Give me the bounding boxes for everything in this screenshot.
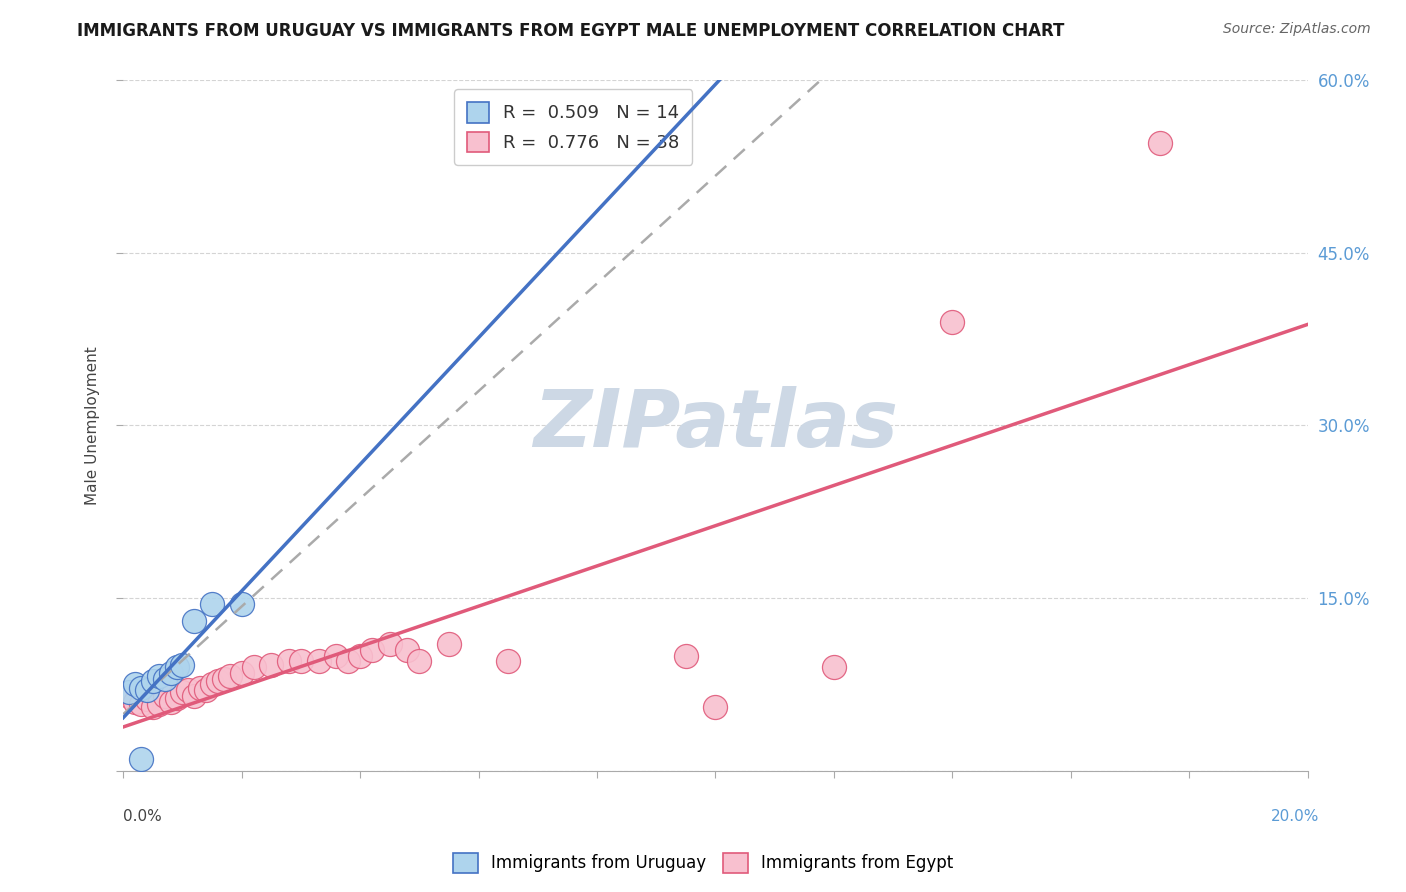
Point <box>349 648 371 663</box>
Point <box>823 660 845 674</box>
Text: 20.0%: 20.0% <box>1271 809 1320 823</box>
Point <box>231 665 253 680</box>
Point <box>124 677 146 691</box>
Point <box>290 654 312 668</box>
Point <box>183 689 205 703</box>
Point <box>129 697 152 711</box>
Point <box>437 637 460 651</box>
Point <box>177 683 200 698</box>
Point <box>148 669 170 683</box>
Point <box>1149 136 1171 151</box>
Point <box>153 672 176 686</box>
Y-axis label: Male Unemployment: Male Unemployment <box>86 346 100 505</box>
Point <box>207 673 229 688</box>
Point <box>166 691 188 706</box>
Point <box>675 648 697 663</box>
Text: IMMIGRANTS FROM URUGUAY VS IMMIGRANTS FROM EGYPT MALE UNEMPLOYMENT CORRELATION C: IMMIGRANTS FROM URUGUAY VS IMMIGRANTS FR… <box>77 22 1064 40</box>
Point <box>941 315 963 329</box>
Text: Source: ZipAtlas.com: Source: ZipAtlas.com <box>1223 22 1371 37</box>
Text: 0.0%: 0.0% <box>124 809 162 823</box>
Point <box>408 654 430 668</box>
Point <box>337 654 360 668</box>
Point <box>278 654 301 668</box>
Point <box>172 685 194 699</box>
Point <box>129 752 152 766</box>
Point <box>308 654 330 668</box>
Point <box>361 643 384 657</box>
Point <box>148 697 170 711</box>
Point <box>135 683 157 698</box>
Point <box>378 637 401 651</box>
Point <box>201 597 224 611</box>
Point <box>496 654 519 668</box>
Point <box>218 669 240 683</box>
Point <box>260 657 283 672</box>
Text: ZIPatlas: ZIPatlas <box>533 386 898 465</box>
Point <box>325 648 347 663</box>
Point <box>118 689 141 703</box>
Point <box>396 643 419 657</box>
Point <box>188 681 211 695</box>
Point <box>195 683 218 698</box>
Point <box>201 677 224 691</box>
Point <box>142 700 165 714</box>
Point <box>231 597 253 611</box>
Legend: R =  0.509   N = 14, R =  0.776   N = 38: R = 0.509 N = 14, R = 0.776 N = 38 <box>454 89 692 165</box>
Point <box>153 689 176 703</box>
Point <box>159 665 181 680</box>
Point <box>212 672 235 686</box>
Legend: Immigrants from Uruguay, Immigrants from Egypt: Immigrants from Uruguay, Immigrants from… <box>446 847 960 880</box>
Point <box>124 695 146 709</box>
Point <box>118 685 141 699</box>
Point <box>166 660 188 674</box>
Point <box>142 673 165 688</box>
Point <box>242 660 264 674</box>
Point <box>704 700 727 714</box>
Point <box>172 657 194 672</box>
Point <box>129 681 152 695</box>
Point <box>135 692 157 706</box>
Point <box>183 614 205 628</box>
Point <box>159 695 181 709</box>
